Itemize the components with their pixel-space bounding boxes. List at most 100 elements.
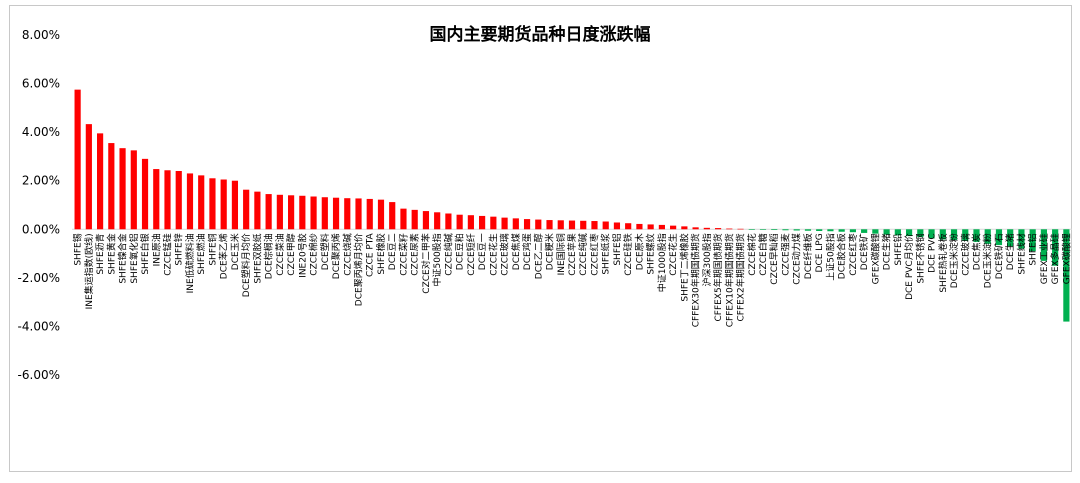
bar — [130, 150, 137, 230]
bar — [97, 133, 104, 230]
bar — [254, 191, 261, 230]
x-tick-label: DCE聚丙烯月均价 — [353, 233, 365, 306]
bar — [883, 229, 890, 235]
x-tick-label: SHFE镍合金 — [117, 233, 129, 283]
bar — [872, 229, 879, 234]
x-tick-label: DCE玉米淀粉 — [982, 233, 994, 288]
x-tick-label: SHFE铝 — [1027, 233, 1039, 265]
bar — [759, 229, 767, 230]
x-tick-label: SHFE氧化铝 — [128, 233, 140, 283]
bar — [861, 229, 868, 233]
bar — [703, 227, 710, 230]
bar — [1018, 229, 1025, 249]
bar — [479, 215, 486, 230]
bar — [299, 195, 306, 230]
bar — [782, 229, 789, 231]
x-tick-label: CFFEX10年期国债期货 — [723, 233, 735, 327]
bar — [141, 158, 149, 230]
x-tick-label: DCE焦煤 — [510, 233, 522, 270]
bar — [411, 209, 418, 230]
bar — [1029, 229, 1036, 252]
x-tick-label: 沪深300股指 — [701, 233, 713, 286]
bar — [389, 202, 396, 230]
x-tick-label: DCE鸡蛋 — [521, 233, 533, 270]
x-tick-label: CZCE菜油 — [274, 233, 286, 275]
bar — [905, 229, 913, 237]
bar — [1063, 229, 1070, 322]
bar — [1052, 229, 1059, 266]
bar — [535, 219, 542, 230]
y-tick-label: -4.00% — [18, 319, 60, 333]
x-tick-label: DCE纤维板 — [802, 233, 814, 279]
bar — [198, 175, 205, 230]
x-tick-label: CZCE花生 — [667, 233, 679, 275]
x-tick-label: 上证50股指 — [824, 233, 836, 280]
x-tick-label: CZCE PTA — [366, 232, 376, 277]
x-tick-label: DCE焦炭 — [970, 233, 982, 270]
chart-title: 国内主要期货品种日度涨跌幅 — [429, 25, 651, 45]
x-tick-label: DCE玉米 — [229, 233, 241, 270]
x-tick-label: GFEX碳酸锂 — [1060, 233, 1072, 284]
x-tick-label: SHFE锡 — [73, 233, 84, 265]
x-tick-label: DCE PVC — [928, 233, 938, 273]
x-tick-label: GFEX多晶硅 — [1049, 233, 1061, 284]
x-tick-label: CZCE纯碱 — [577, 233, 589, 275]
bar — [681, 226, 688, 230]
x-tick-label: SHFE沥青 — [94, 233, 106, 274]
bar — [1040, 229, 1047, 261]
x-tick-label: INE原油 — [150, 233, 162, 266]
x-tick-label: DCE PVC月均价 — [903, 233, 915, 300]
x-tick-label: SHFE燃油 — [195, 233, 207, 274]
bar — [950, 229, 958, 241]
x-tick-label: CZCE强麦 — [779, 233, 791, 275]
y-tick-label: 8.00% — [22, 28, 60, 42]
bar — [546, 220, 553, 230]
bar — [771, 229, 778, 231]
x-tick-label: SHFE铝 — [611, 233, 623, 265]
x-tick-label: 中证500股指 — [431, 233, 443, 286]
x-tick-label: CZCE红枣 — [847, 233, 859, 275]
bar — [209, 178, 216, 230]
x-tick-label: CZCE棉花 — [746, 233, 758, 275]
bar — [175, 171, 182, 230]
bar — [984, 229, 991, 244]
bar — [939, 229, 946, 240]
bar — [816, 229, 823, 231]
bar — [580, 220, 587, 230]
x-tick-label: CZCE锰硅 — [162, 233, 174, 275]
x-tick-label: DCE乙二醇 — [532, 233, 544, 279]
y-tick-label: 6.00% — [22, 77, 60, 91]
bar — [467, 215, 474, 230]
bar — [164, 170, 171, 230]
x-tick-label: CZCE白糖 — [757, 233, 769, 275]
x-tick-label: DCE苯乙烯 — [218, 233, 230, 279]
y-tick-label: -2.00% — [18, 271, 60, 285]
bar — [838, 229, 845, 232]
x-tick-label: CZCE花生 — [487, 233, 499, 275]
bar — [355, 198, 362, 230]
bar — [186, 173, 194, 230]
x-tick-label: CFFEX30年期国债期货 — [690, 233, 702, 327]
bar — [658, 224, 665, 230]
x-tick-label: CZCE纯碱 — [442, 233, 454, 275]
x-tick-label: SHFE双胶纸 — [251, 233, 263, 283]
bar — [827, 229, 834, 232]
bar — [894, 229, 901, 236]
x-tick-label: CZCE硅铁 — [622, 233, 634, 275]
bar — [714, 228, 722, 230]
bar — [231, 180, 239, 230]
x-tick-label: CZCE对二甲苯 — [420, 233, 432, 293]
x-tick-label: SHFE丁二烯橡胶 — [678, 233, 690, 301]
bar — [568, 220, 576, 230]
y-tick-label: 4.00% — [22, 125, 60, 139]
x-tick-label: SHFE线材 — [1015, 233, 1027, 274]
x-axis-labels: SHFE锡 INE集运指数(欧线) SHFE沥青 SHFE黄金 SHFE镍合金 SHFE氧… — [73, 232, 1073, 327]
x-tick-label: SHFE锌 — [173, 233, 185, 265]
x-tick-label: DCE豆二 — [387, 233, 398, 270]
x-tick-label: INE集运指数(欧线) — [83, 233, 95, 309]
x-tick-label: DCE粳米 — [544, 233, 556, 270]
x-tick-label: CZCE苹果 — [566, 233, 578, 275]
x-tick-label: SHFE橡胶 — [375, 233, 387, 274]
x-tick-label: SHFE纸浆 — [600, 233, 612, 274]
